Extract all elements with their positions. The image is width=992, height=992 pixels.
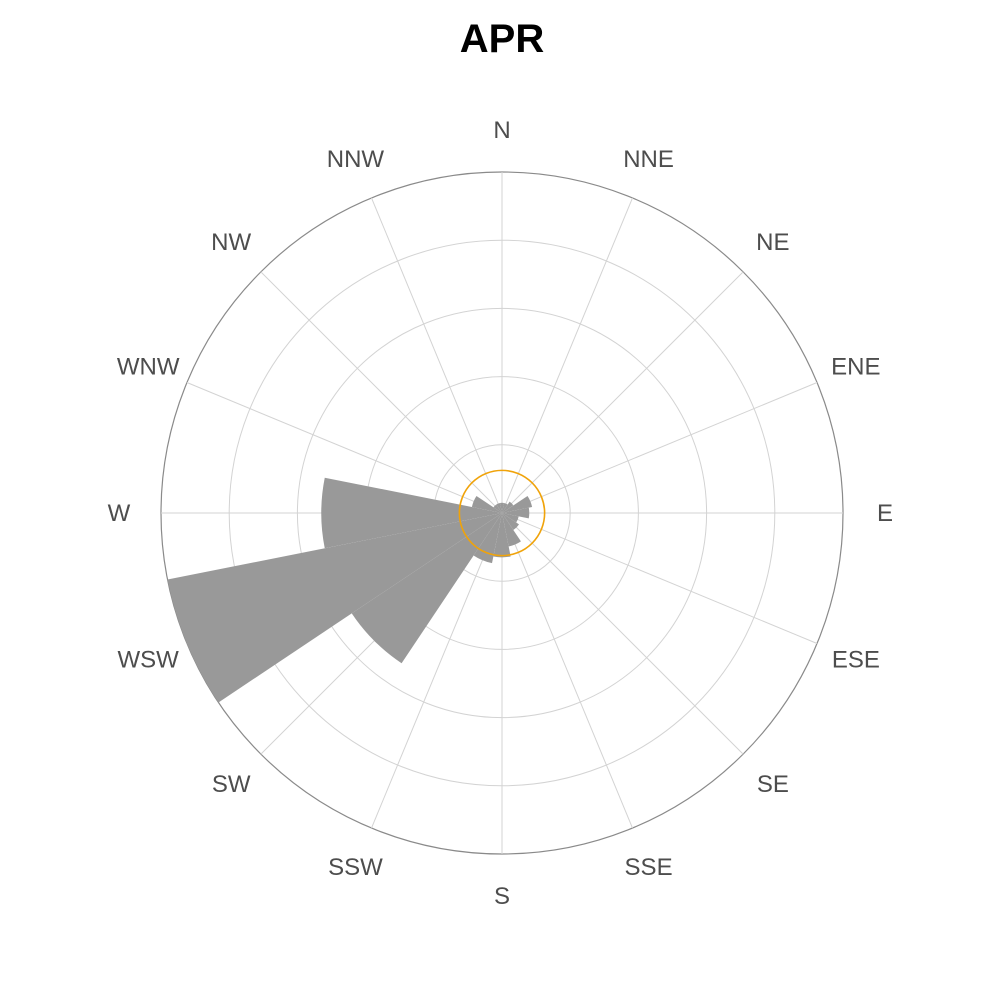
grid-spoke — [371, 512, 503, 829]
grid-spoke — [501, 382, 818, 514]
bar-wsw — [167, 513, 502, 703]
direction-label-w: W — [108, 500, 131, 527]
bar-nnw — [496, 502, 502, 513]
polar-grid — [160, 171, 844, 855]
grid-spoke — [501, 512, 633, 829]
direction-label-ssw: SSW — [328, 854, 383, 881]
grid-spoke — [501, 271, 744, 514]
direction-label-nnw: NNW — [327, 146, 385, 173]
bar-nw — [493, 504, 502, 513]
bar-ese — [502, 513, 519, 523]
direction-label-ese: ESE — [832, 647, 880, 674]
direction-label-sse: SSE — [625, 854, 673, 881]
direction-label-sw: SW — [212, 771, 251, 798]
direction-label-nne: NNE — [623, 146, 674, 173]
direction-label-nw: NW — [211, 229, 251, 256]
bar-s — [493, 513, 511, 558]
bar-sse — [502, 513, 521, 547]
direction-label-se: SE — [757, 771, 789, 798]
bars — [167, 477, 533, 703]
direction-label-s: S — [494, 883, 510, 910]
bar-ene — [502, 495, 533, 513]
bar-wnw — [471, 495, 502, 513]
bar-ne — [502, 501, 514, 513]
grid-spoke — [501, 197, 633, 514]
direction-label-ene: ENE — [831, 353, 880, 380]
direction-labels: N NNE NE ENE E ESE SE SSE S SSW SW WSW W WNW NW NNW — [108, 117, 893, 910]
grid-spoke — [260, 271, 503, 514]
direction-label-wsw: WSW — [117, 647, 179, 674]
direction-label-ne: NE — [756, 229, 789, 256]
bar-nne — [502, 502, 508, 513]
grid-spoke — [501, 512, 744, 755]
direction-label-wnw: WNW — [117, 353, 180, 380]
direction-label-n: N — [493, 117, 510, 144]
grid-spoke — [501, 512, 818, 644]
grid-spoke — [186, 382, 503, 514]
chart-title: APR — [460, 17, 545, 61]
bar-se — [502, 513, 520, 531]
bar-n — [500, 502, 504, 513]
bar-w — [321, 477, 502, 549]
bar-e — [502, 507, 530, 519]
reference-circle — [458, 469, 546, 557]
bar-sw — [351, 513, 502, 664]
direction-label-e: E — [877, 500, 893, 527]
grid-spoke — [371, 197, 503, 514]
reference-ring — [458, 469, 546, 557]
